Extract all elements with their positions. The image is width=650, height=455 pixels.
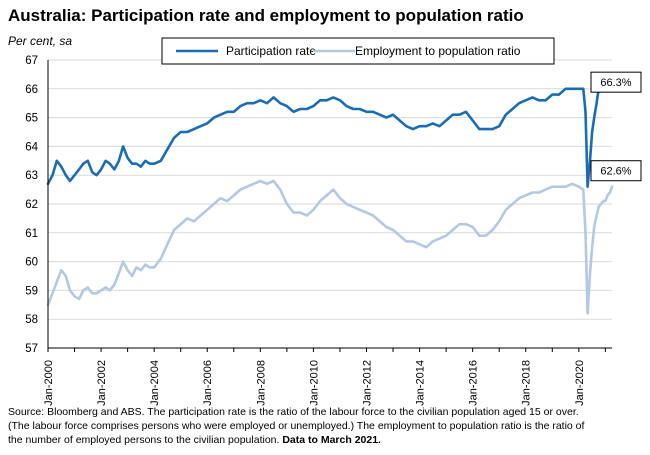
x-tick-label: Jan-2012 bbox=[361, 360, 373, 406]
y-tick-label: 57 bbox=[25, 343, 38, 355]
chart-title: Australia: Participation rate and employ… bbox=[8, 6, 524, 25]
end-label-box-2 bbox=[590, 160, 642, 182]
series-line-1 bbox=[46, 78, 614, 188]
x-tick-label: Jan-2006 bbox=[202, 360, 214, 406]
footnote-data-date: Data to March 2021. bbox=[282, 434, 381, 446]
end-label-box-1 bbox=[590, 71, 642, 93]
y-tick-label: 66 bbox=[25, 84, 38, 96]
y-unit-label: Per cent, sa bbox=[8, 34, 73, 48]
footnote-line-3: the number of employed persons to the ci… bbox=[8, 434, 644, 447]
end-label-2: 62.6% bbox=[600, 166, 631, 178]
axes: 57 58 59 60 61 62 63 64 65 66 67 Jan-2000 Jan-2002 Ja… bbox=[25, 55, 612, 406]
x-tick-label: Jan-2004 bbox=[149, 360, 161, 406]
end-labels: 66.3% 62.6% bbox=[590, 71, 642, 182]
x-tick-label: Jan-2018 bbox=[521, 360, 533, 406]
series-line-2 bbox=[46, 179, 614, 315]
x-tick-label: Jan-2008 bbox=[255, 360, 267, 406]
footnote-line-2: (The labour force comprises persons who … bbox=[8, 420, 585, 432]
y-tick-label: 65 bbox=[25, 113, 38, 125]
y-tick-label: 59 bbox=[25, 285, 38, 297]
x-tick-label: Jan-2014 bbox=[415, 360, 427, 406]
footnote-line-1: Source: Bloomberg and ABS. The participa… bbox=[8, 406, 579, 418]
footnote-line-3-text: the number of employed persons to the ci… bbox=[8, 434, 280, 446]
x-tick-label: Jan-2002 bbox=[96, 360, 108, 406]
legend-label-2: Employment to population ratio bbox=[355, 44, 521, 58]
series-lines bbox=[46, 78, 614, 315]
y-tick-label: 63 bbox=[25, 170, 38, 182]
y-tick-label: 67 bbox=[25, 55, 38, 67]
legend: Participation rate Employment to populati… bbox=[161, 37, 555, 65]
end-label-1: 66.3% bbox=[600, 77, 631, 89]
y-tick-label: 58 bbox=[25, 314, 38, 326]
y-tick-label: 60 bbox=[25, 257, 38, 269]
y-tick-label: 61 bbox=[25, 228, 38, 240]
legend-label-1: Participation rate bbox=[226, 44, 316, 58]
x-tick-label: Jan-2000 bbox=[43, 360, 55, 406]
legend-box bbox=[161, 37, 555, 65]
x-tick-label: Jan-2020 bbox=[574, 360, 586, 406]
x-tick-label: Jan-2016 bbox=[468, 360, 480, 406]
y-tick-label: 62 bbox=[25, 199, 38, 211]
y-tick-label: 64 bbox=[25, 141, 38, 153]
x-tick-label: Jan-2010 bbox=[308, 360, 320, 406]
